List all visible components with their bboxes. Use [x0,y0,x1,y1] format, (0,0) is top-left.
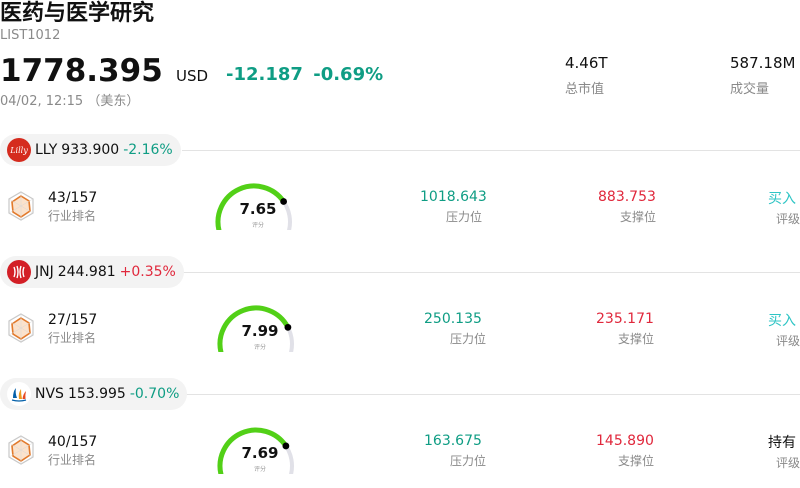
index-code: LIST1012 [0,28,61,43]
industry-rank-value: 27/157 [48,312,98,328]
stock-price: 244.981 [57,264,116,280]
support-value: 235.171 [596,311,654,327]
support-value: 145.890 [596,433,654,449]
rating-value[interactable]: 买入 [768,191,796,207]
support-value: 883.753 [598,189,656,205]
resistance-label: 压力位 [450,332,487,346]
market-cap-label: 总市值 [565,82,605,97]
row-divider [182,394,800,395]
score-gauge [217,305,294,352]
index-change-value: -12.187 [226,64,303,85]
score-gauge [217,427,294,474]
industry-rank-value: 43/157 [48,190,98,206]
score-value: 7.69 [241,444,279,462]
hexagon-rank-icon [8,313,34,343]
score-value: 7.99 [241,322,279,340]
support-label: 支撑位 [618,332,655,346]
stock-price: 933.900 [61,142,120,158]
score-gauge [215,183,292,230]
rating-value[interactable]: 买入 [768,313,796,329]
industry-rank-label: 行业排名 [48,453,97,467]
stock-symbol: NVS [35,386,64,402]
industry-rank-label: 行业排名 [48,331,97,345]
support-label: 支撑位 [620,210,657,224]
row-divider [182,272,800,273]
stock-symbol: LLY [35,142,58,158]
resistance-label: 压力位 [446,210,483,224]
stock-chip[interactable]: NVS 153.995 -0.70% [0,378,188,410]
lilly-logo-icon: Lilly [7,138,31,162]
stock-chip[interactable]: JNJ 244.981 +0.35% [0,256,184,288]
currency-label: USD [176,67,209,85]
rating-value[interactable]: 持有 [768,435,796,451]
rating-label: 评级 [776,456,800,470]
page-title: 医药与医学研究 [0,1,155,26]
jnj-logo-icon [7,260,31,284]
hexagon-rank-icon [8,435,34,465]
score-value: 7.65 [239,200,277,218]
volume-value: 587.18M [730,54,796,72]
stock-change: -2.16% [123,142,173,158]
market-cap-value: 4.46T [565,54,608,72]
svg-text:Lilly: Lilly [9,146,28,155]
score-label: 评分 [251,222,264,229]
index-price: 1778.395 [0,53,163,89]
resistance-value: 163.675 [424,433,482,449]
stock-change: -0.70% [129,386,180,402]
row-divider [182,150,800,151]
resistance-value: 250.135 [424,311,482,327]
volume-label: 成交量 [730,82,770,97]
support-label: 支撑位 [618,454,655,468]
stock-change: +0.35% [119,264,176,280]
stock-chip[interactable]: Lilly LLY 933.900 -2.16% [0,134,181,166]
resistance-label: 压力位 [450,454,487,468]
resistance-value: 1018.643 [420,189,487,205]
score-label: 评分 [253,344,266,351]
score-label: 评分 [253,466,266,473]
rating-label: 评级 [776,334,800,348]
stock-price: 153.995 [67,386,126,402]
index-change-pct: -0.69% [313,64,384,85]
novartis-logo-icon [7,382,31,406]
stock-symbol: JNJ [35,264,54,280]
timestamp: 04/02, 12:15 （美东） [0,94,140,109]
index-change: -12.187 -0.69% [226,64,383,85]
industry-rank-value: 40/157 [48,434,98,450]
industry-rank-label: 行业排名 [48,209,97,223]
rating-label: 评级 [776,212,800,226]
hexagon-rank-icon [8,191,34,221]
